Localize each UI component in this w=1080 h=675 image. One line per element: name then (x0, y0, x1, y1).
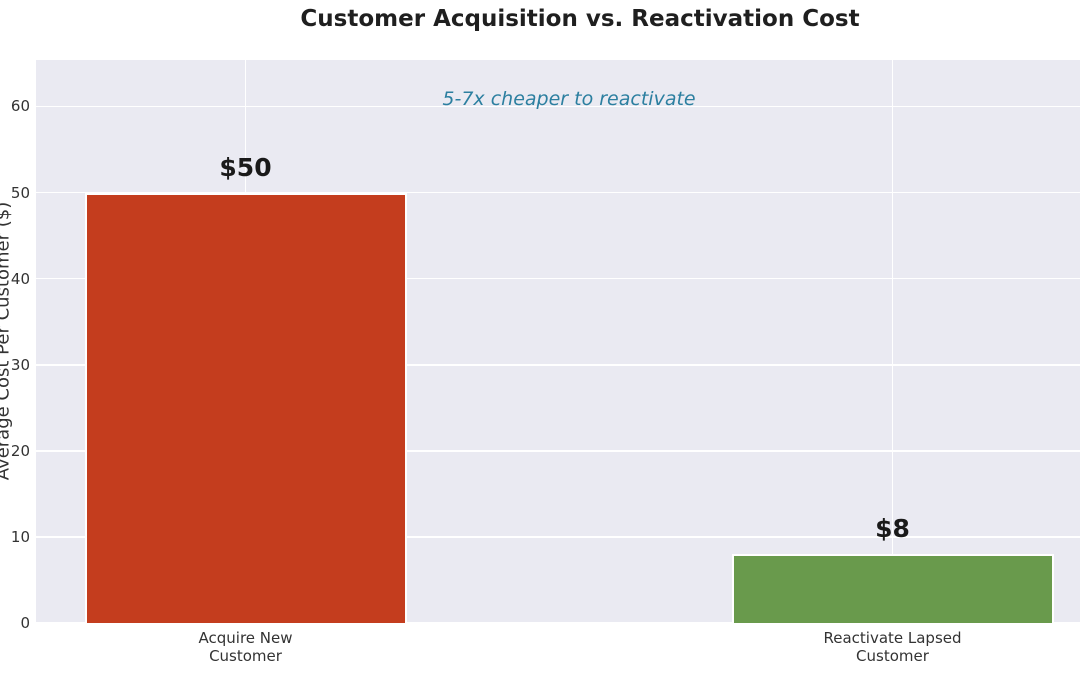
bar-value-label: $8 (875, 514, 910, 544)
annotation-text: 5-7x cheaper to reactivate (442, 88, 696, 111)
x-tick-label: Acquire New Customer (198, 629, 293, 665)
y-tick-label: 10 (10, 527, 30, 546)
gridline-horizontal (36, 622, 1080, 623)
y-tick-label: 60 (10, 97, 30, 116)
gridline-horizontal (36, 363, 1080, 366)
y-axis-label: Average Cost Per Customer ($) (0, 201, 14, 481)
plot-area: $50 $8 5-7x cheaper to reactivate (36, 60, 1080, 623)
bar (84, 192, 407, 623)
bar-value-label: $50 (219, 152, 272, 182)
x-tick-label: Reactivate Lapsed Customer (823, 629, 962, 665)
gridline-horizontal (36, 191, 1080, 194)
gridline-horizontal (36, 536, 1080, 538)
bar (731, 554, 1054, 623)
gridline-horizontal (36, 277, 1080, 280)
y-tick-label: 30 (10, 355, 30, 374)
gridline-horizontal (36, 105, 1080, 108)
y-tick-label: 0 (20, 614, 30, 632)
gridline-vertical (891, 60, 894, 623)
gridline-horizontal (36, 450, 1080, 452)
y-tick-label: 20 (10, 441, 30, 460)
y-tick-label: 40 (10, 269, 30, 288)
chart-title: Customer Acquisition vs. Reactivation Co… (300, 6, 860, 32)
y-tick-label: 50 (10, 183, 30, 202)
